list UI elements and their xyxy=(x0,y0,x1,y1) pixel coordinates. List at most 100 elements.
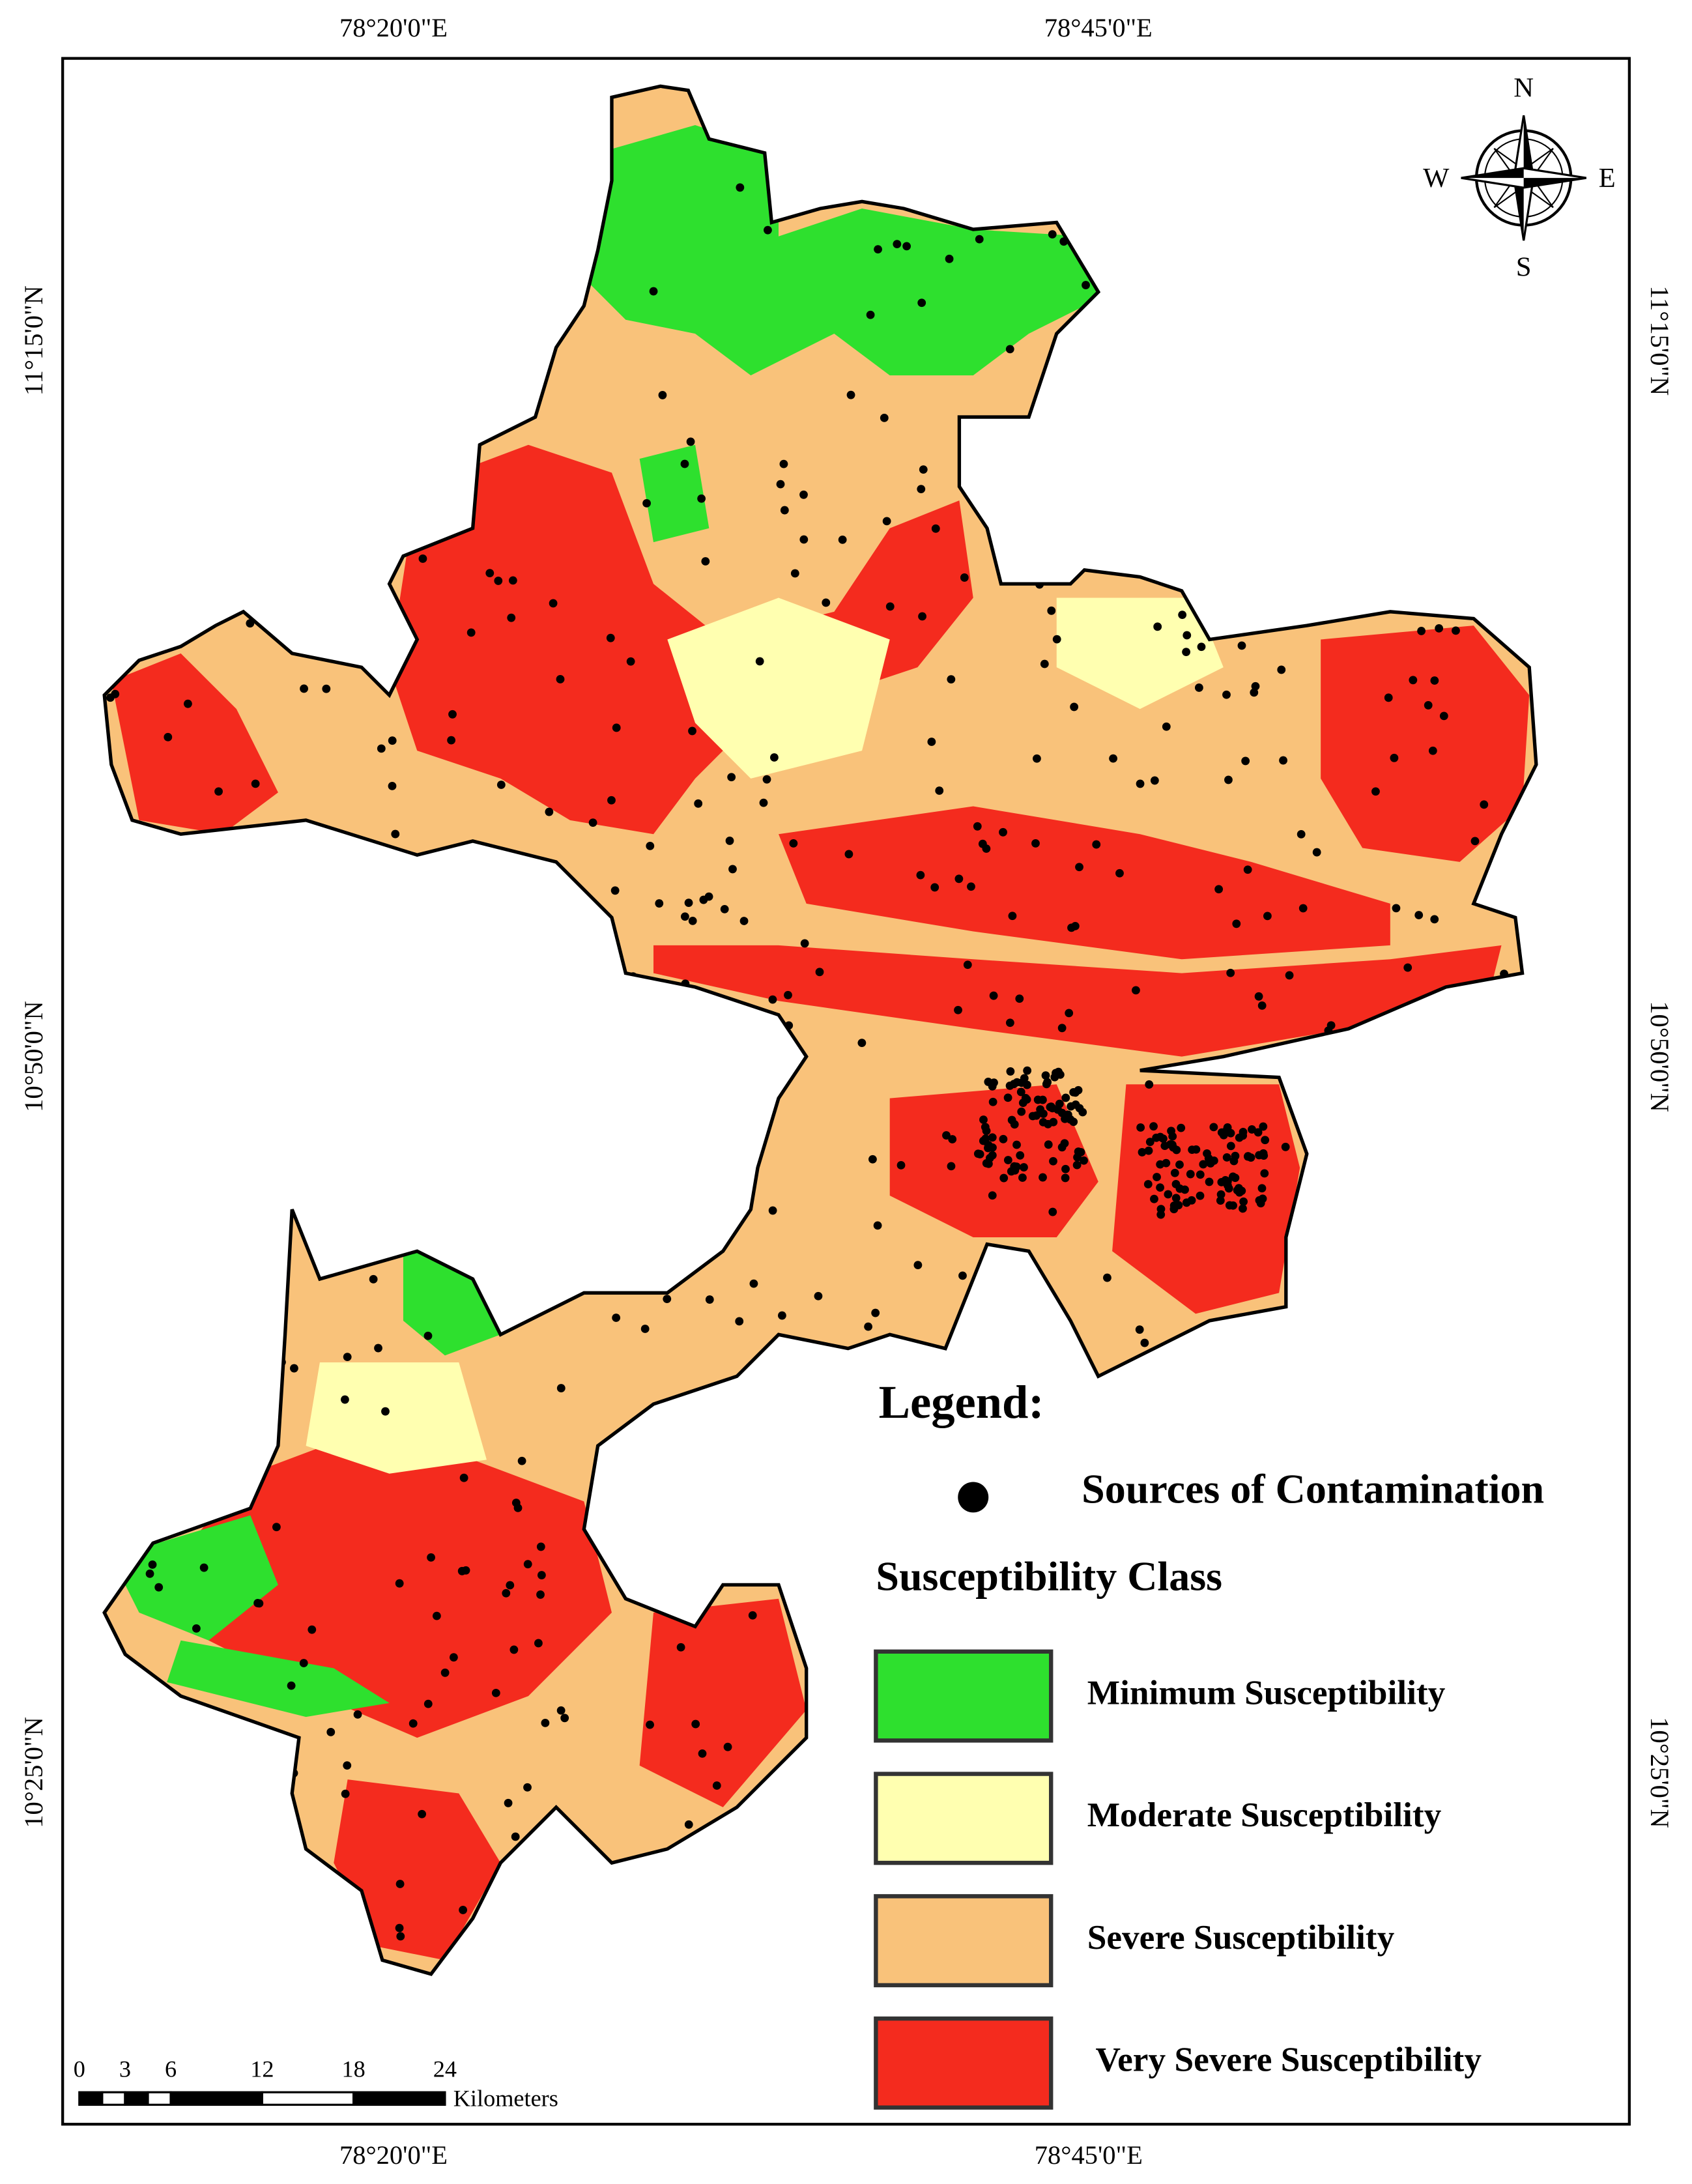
contamination-point xyxy=(691,1719,700,1729)
contamination-point xyxy=(341,1789,350,1798)
contamination-point xyxy=(1017,1107,1026,1116)
contamination-point xyxy=(326,1727,336,1736)
compass-star xyxy=(1523,178,1586,188)
contamination-point xyxy=(954,1436,963,1444)
contamination-point xyxy=(1025,1515,1035,1523)
contamination-point xyxy=(843,141,852,149)
contamination-point xyxy=(569,304,577,313)
contamination-point xyxy=(1048,1207,1057,1216)
contamination-point xyxy=(342,653,351,662)
contamination-point xyxy=(906,1753,915,1762)
contamination-point xyxy=(1073,1153,1082,1162)
contamination-point xyxy=(735,1317,744,1326)
contamination-point xyxy=(496,781,506,789)
contamination-point xyxy=(655,899,664,908)
contamination-point xyxy=(145,1468,154,1477)
legend-label: Very Severe Susceptibility xyxy=(1095,2040,1482,2079)
contamination-point xyxy=(1162,1158,1171,1168)
contamination-point xyxy=(646,1720,654,1729)
contamination-point xyxy=(1175,1160,1184,1169)
contamination-point xyxy=(1018,109,1027,119)
contamination-point xyxy=(1448,1537,1456,1546)
contamination-point xyxy=(1214,885,1224,894)
contamination-point xyxy=(1281,1142,1290,1151)
contamination-point xyxy=(1218,435,1227,444)
contamination-point xyxy=(1237,641,1246,650)
very-severe-zone xyxy=(334,1779,501,1961)
contamination-point xyxy=(438,239,448,248)
contamination-point xyxy=(947,675,956,684)
contamination-point xyxy=(927,738,936,746)
contamination-point xyxy=(999,1173,1009,1183)
contamination-point xyxy=(1054,1105,1063,1114)
contamination-point xyxy=(1369,93,1378,102)
contamination-point xyxy=(1308,298,1317,307)
contamination-point xyxy=(758,1035,767,1044)
contamination-point xyxy=(1254,1128,1263,1137)
contamination-point xyxy=(343,1761,352,1770)
contamination-point xyxy=(123,1134,132,1143)
contamination-point xyxy=(985,1153,994,1162)
contamination-point xyxy=(1145,1138,1154,1147)
contamination-point xyxy=(1041,1071,1050,1080)
contamination-point xyxy=(216,1171,224,1180)
contamination-point xyxy=(1382,100,1391,109)
contamination-point xyxy=(768,995,777,1004)
very-severe-zone xyxy=(1321,625,1530,862)
contamination-point xyxy=(1176,200,1185,209)
minimum-zone xyxy=(111,1515,278,1641)
contamination-point xyxy=(1057,89,1066,98)
contamination-point xyxy=(762,775,771,784)
contamination-point xyxy=(1321,168,1330,177)
left-coord: 11°15'0"N xyxy=(19,285,48,395)
contamination-point xyxy=(1279,756,1287,765)
contamination-point xyxy=(1054,1067,1063,1076)
contamination-point xyxy=(1497,1363,1506,1372)
contamination-point xyxy=(1033,1095,1042,1104)
contamination-point xyxy=(913,1261,923,1270)
contamination-point xyxy=(1061,1093,1070,1102)
contamination-point xyxy=(1012,1140,1021,1149)
contamination-point xyxy=(640,1325,650,1333)
contamination-point xyxy=(175,205,184,214)
contamination-point xyxy=(1229,1201,1237,1210)
bottom-coord: 78°20'0"E xyxy=(339,2140,448,2170)
contamination-point xyxy=(1075,1361,1084,1370)
contamination-point xyxy=(1197,642,1206,652)
contamination-point xyxy=(549,599,558,608)
contamination-point xyxy=(1444,1730,1454,1739)
contamination-point xyxy=(612,1314,621,1322)
contamination-point xyxy=(1439,711,1448,721)
contamination-point xyxy=(1226,1142,1235,1151)
contamination-point xyxy=(1214,1407,1223,1416)
contamination-point xyxy=(739,917,749,925)
contamination-point xyxy=(1150,1194,1158,1203)
contamination-point xyxy=(290,1364,298,1373)
very-severe-zone xyxy=(111,653,278,835)
contamination-point xyxy=(1061,334,1070,342)
contamination-point xyxy=(1092,840,1101,849)
contamination-point xyxy=(919,465,928,474)
contamination-point xyxy=(1386,1318,1394,1327)
contamination-point xyxy=(960,573,969,582)
contamination-point xyxy=(705,1295,714,1304)
moderate-zone xyxy=(306,1362,487,1474)
compass-s: S xyxy=(1516,252,1532,283)
top-coord: 78°45'0"E xyxy=(1044,13,1153,42)
contamination-point xyxy=(1106,1898,1114,1907)
contamination-point xyxy=(220,542,228,551)
contamination-point xyxy=(1061,1173,1070,1183)
contamination-point xyxy=(140,1358,149,1366)
contamination-point xyxy=(741,1052,751,1061)
contamination-point xyxy=(1458,492,1467,501)
contamination-point xyxy=(312,241,321,250)
contamination-point xyxy=(130,1198,139,1207)
contamination-point xyxy=(855,1773,865,1782)
contamination-point xyxy=(300,684,308,693)
contamination-point xyxy=(1505,1588,1514,1598)
contamination-point xyxy=(1295,490,1304,499)
contamination-point xyxy=(827,1682,836,1690)
contamination-point xyxy=(1169,1201,1179,1210)
contamination-point xyxy=(409,1719,418,1728)
